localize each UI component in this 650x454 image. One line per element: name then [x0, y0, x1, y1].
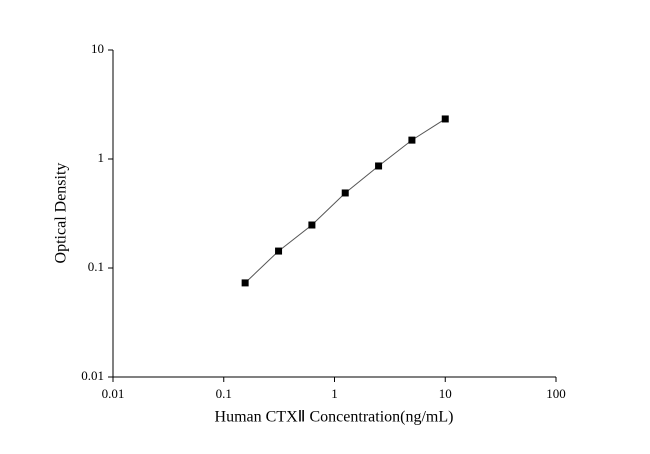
x-axis-title: Human CTXⅡ Concentration(ng/mL) — [215, 409, 454, 426]
point — [308, 221, 316, 229]
point — [241, 279, 249, 287]
y-axis-title: Optical Density — [53, 163, 70, 264]
x-tick-label: 0.1 — [216, 386, 232, 401]
point — [408, 136, 416, 144]
x-tick-label: 1 — [331, 386, 338, 401]
y-tick-label: 0.01 — [81, 368, 104, 383]
x-tick-label: 100 — [546, 386, 566, 401]
point — [375, 162, 383, 170]
x-tick-label: 0.01 — [102, 386, 125, 401]
y-tick-label: 10 — [91, 41, 104, 56]
point — [341, 189, 349, 197]
x-tick-label: 10 — [439, 386, 452, 401]
point — [441, 115, 449, 123]
y-tick-label: 0.1 — [88, 259, 104, 274]
point — [275, 247, 283, 255]
y-tick-label: 1 — [98, 150, 105, 165]
